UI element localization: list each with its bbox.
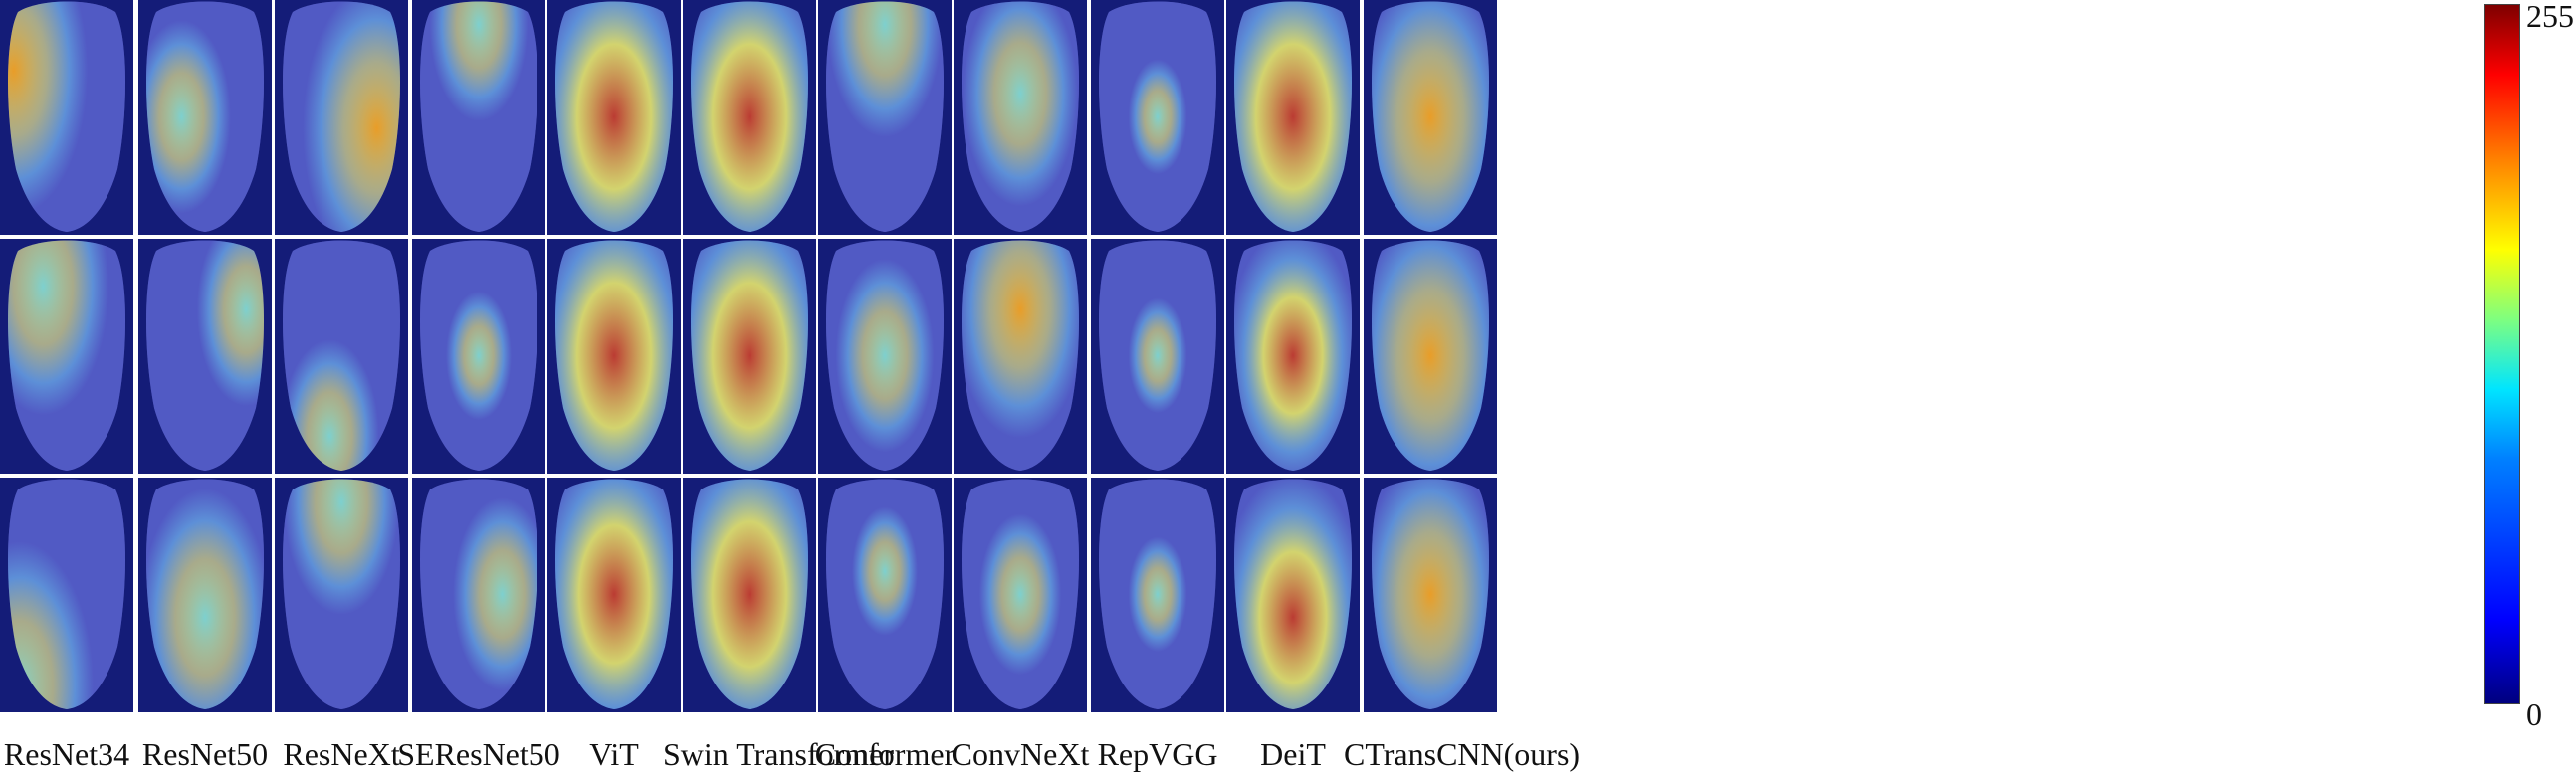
heatmap-tile <box>138 0 272 235</box>
heatmap-tile <box>0 239 133 474</box>
column-label: Conformer <box>814 736 956 772</box>
heatmap-tile <box>1091 239 1224 474</box>
heatmap-tile <box>1226 0 1360 235</box>
heatmap-tile <box>954 239 1087 474</box>
heatmap-tile <box>1091 478 1224 712</box>
column-label: SEResNet50 <box>397 736 560 772</box>
column-label: ResNet50 <box>141 736 269 772</box>
heatmap-grid <box>0 0 1497 712</box>
heatmap-tile <box>412 0 545 235</box>
heatmap-tile <box>818 478 952 712</box>
heatmap-tile <box>547 478 681 712</box>
heatmap-tile <box>683 239 816 474</box>
heatmap-tile <box>1364 239 1497 474</box>
colorbar <box>2484 4 2520 704</box>
heatmap-tile <box>412 239 545 474</box>
column-label: ResNeXt <box>283 736 400 772</box>
heatmap-tile <box>0 0 133 235</box>
column-label: CTransCNN(ours) <box>1344 736 1581 772</box>
column-label: DeiT <box>1260 736 1326 772</box>
column-label: ResNet34 <box>3 736 130 772</box>
heatmap-tile <box>683 478 816 712</box>
heatmap-tile <box>275 0 408 235</box>
heatmap-tile <box>138 239 272 474</box>
heatmap-tile <box>1364 478 1497 712</box>
column-label: ViT <box>589 736 639 772</box>
colorbar-max-label: 255 <box>2526 0 2574 34</box>
heatmap-tile <box>275 478 408 712</box>
heatmap-tile <box>412 478 545 712</box>
heatmap-tile <box>547 239 681 474</box>
heatmap-tile <box>818 0 952 235</box>
column-label: RepVGG <box>1097 736 1218 772</box>
heatmap-tile <box>547 0 681 235</box>
colorbar-min-label: 0 <box>2526 696 2542 732</box>
heatmap-tile <box>275 239 408 474</box>
heatmap-tile <box>818 239 952 474</box>
heatmap-tile <box>1091 0 1224 235</box>
heatmap-tile <box>1226 478 1360 712</box>
column-label: ConvNeXt <box>951 736 1090 772</box>
heatmap-tile <box>954 478 1087 712</box>
heatmap-tile <box>1364 0 1497 235</box>
heatmap-tile <box>683 0 816 235</box>
heatmap-tile <box>954 0 1087 235</box>
heatmap-tile <box>1226 239 1360 474</box>
heatmap-tile <box>0 478 133 712</box>
heatmap-tile <box>138 478 272 712</box>
